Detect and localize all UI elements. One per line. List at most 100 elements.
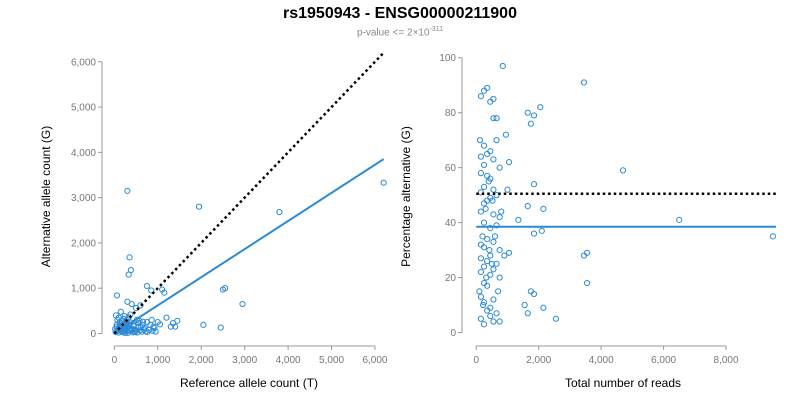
- data-point: [484, 282, 491, 289]
- y-tick-label: 1,000: [71, 284, 96, 295]
- chart-title: rs1950943 - ENSG00000211900: [283, 5, 517, 22]
- data-point: [496, 214, 503, 221]
- data-point: [124, 187, 131, 194]
- data-point: [480, 301, 487, 309]
- data-point: [501, 252, 508, 259]
- data-point: [524, 203, 531, 210]
- data-point: [490, 211, 497, 218]
- data-point: [477, 170, 485, 177]
- data-point: [219, 286, 227, 293]
- y-tick-label: 0: [450, 328, 456, 339]
- x-tick-label: 0: [473, 355, 479, 366]
- data-point: [480, 200, 488, 207]
- reference-line: [113, 51, 385, 335]
- data-point: [477, 153, 485, 160]
- data-point: [487, 224, 494, 232]
- data-point: [540, 304, 547, 311]
- data-point: [480, 142, 488, 149]
- data-point: [114, 316, 121, 323]
- data-point: [483, 274, 490, 281]
- data-point: [480, 244, 488, 251]
- data-point: [505, 159, 513, 166]
- data-point: [487, 98, 494, 105]
- data-point: [505, 249, 513, 256]
- x-tick-label: 8,000: [714, 355, 739, 366]
- data-point: [480, 87, 488, 94]
- data-point: [498, 208, 505, 215]
- data-point: [129, 326, 136, 333]
- data-point: [490, 318, 497, 325]
- data-point: [524, 109, 531, 116]
- data-point: [239, 300, 246, 308]
- x-tick-label: 1,000: [145, 355, 170, 366]
- data-point: [217, 324, 224, 331]
- data-point: [484, 257, 491, 265]
- data-point: [487, 312, 494, 320]
- data-point: [167, 323, 174, 330]
- data-point: [488, 260, 495, 267]
- data-point: [163, 314, 170, 321]
- data-point: [485, 178, 492, 185]
- data-point: [487, 271, 494, 278]
- data-point: [504, 186, 511, 193]
- data-point: [195, 203, 203, 210]
- data-point: [476, 288, 483, 295]
- data-point: [121, 328, 128, 335]
- data-point: [479, 233, 486, 240]
- data-point: [113, 292, 121, 299]
- y-tick-label: 6,000: [71, 57, 96, 68]
- title-block: rs1950943 - ENSG00000211900 p-value <= 2…: [0, 4, 800, 39]
- data-point: [484, 235, 491, 243]
- data-point: [486, 246, 493, 254]
- data-point: [143, 282, 151, 290]
- x-tick-label: 4,000: [589, 355, 614, 366]
- data-point: [477, 255, 485, 262]
- data-point: [538, 227, 545, 234]
- data-point: [484, 150, 491, 158]
- data-point: [477, 93, 485, 100]
- p-value-times: ×: [412, 27, 419, 39]
- data-point: [619, 167, 627, 174]
- data-point: [200, 321, 207, 328]
- data-point: [530, 290, 538, 298]
- data-point: [480, 263, 488, 270]
- p-value-prefix: p-value <= 2: [356, 27, 413, 39]
- y-axis-title: Percentage alternative (G): [399, 126, 413, 267]
- data-point: [480, 183, 488, 190]
- fit-line: [113, 158, 385, 335]
- data-point: [150, 323, 157, 330]
- data-point: [172, 323, 179, 330]
- data-point: [493, 137, 500, 144]
- data-point: [493, 115, 500, 122]
- data-point: [490, 186, 497, 193]
- data-point: [490, 296, 497, 303]
- data-point: [495, 288, 502, 295]
- data-point: [496, 318, 503, 325]
- y-tick-label: 60: [445, 163, 457, 174]
- data-point: [113, 321, 121, 328]
- x-tick-label: 5,000: [319, 355, 344, 366]
- y-tick-label: 80: [445, 108, 457, 119]
- data-point: [502, 131, 510, 138]
- x-tick-label: 3,000: [232, 355, 257, 366]
- x-axis-title: Total number of reads: [565, 376, 681, 390]
- panel-2: 0 20 40 60 80 100 0 2,000 4,000 6,000 8,000 Total n…: [399, 53, 776, 390]
- data-point: [493, 222, 500, 229]
- y-tick-label: 2,000: [71, 238, 96, 249]
- data-point: [125, 271, 132, 278]
- data-point: [493, 260, 500, 267]
- data-point: [126, 254, 133, 261]
- y-tick-label: 20: [445, 273, 457, 284]
- data-point: [480, 161, 488, 169]
- x-tick-label: 2,000: [526, 355, 551, 366]
- data-point: [477, 268, 485, 276]
- y-tick-label: 3,000: [71, 193, 96, 204]
- data-point: [496, 274, 503, 281]
- y-tick-label: 5,000: [71, 103, 96, 114]
- data-point: [477, 189, 485, 196]
- data-point: [482, 205, 489, 212]
- y-tick-label: 0: [90, 329, 96, 340]
- data-point: [148, 316, 155, 323]
